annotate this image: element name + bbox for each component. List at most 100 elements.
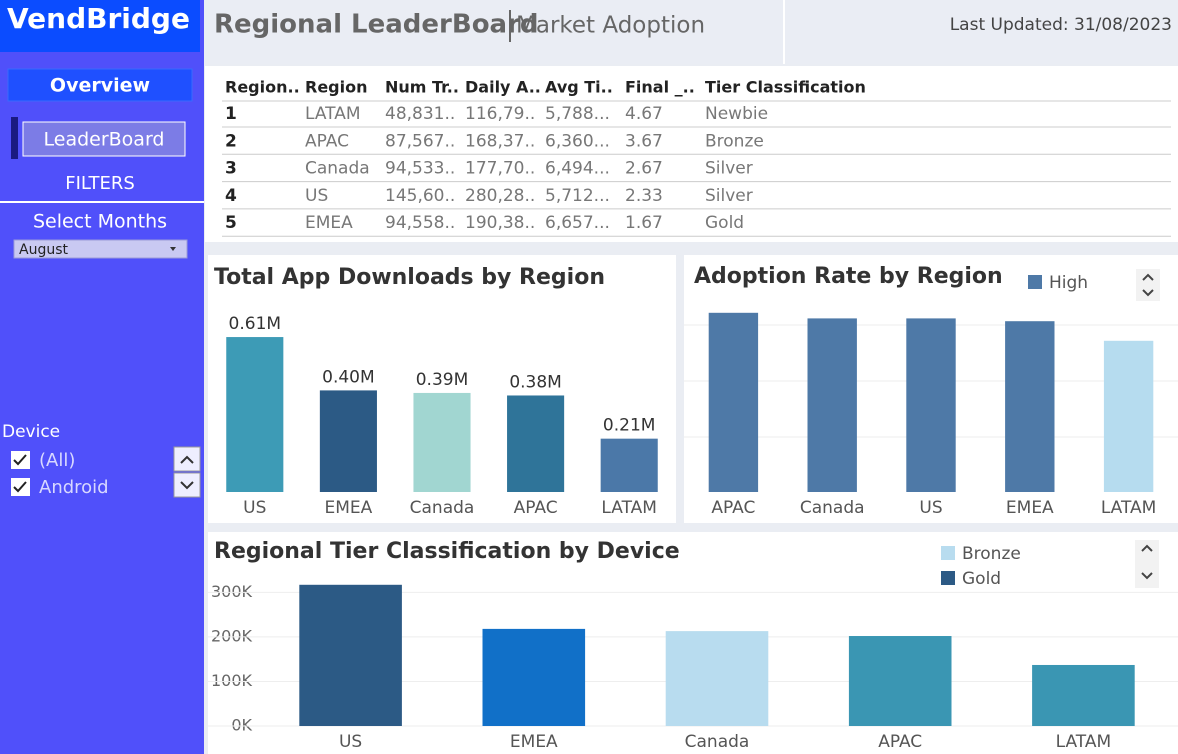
filters-title: FILTERS (65, 173, 135, 194)
table-cell: 94,558.. (385, 213, 455, 233)
data-label: 0.39M (416, 370, 469, 390)
last-updated: Last Updated: 31/08/2023 (950, 15, 1172, 35)
x-tick-label: US (919, 498, 942, 518)
table-cell: 94,533.. (385, 159, 455, 179)
bar (1005, 321, 1055, 492)
bar (906, 318, 956, 492)
header (204, 0, 1178, 64)
table-cell: US (305, 186, 328, 206)
table-cell: Canada (305, 159, 370, 179)
column-header: Avg Ti.. (545, 78, 613, 97)
header-title: Regional LeaderBoard (214, 10, 539, 40)
table-cell: 3.67 (625, 131, 663, 151)
data-label: 0.38M (509, 372, 562, 392)
legend-scroll[interactable] (1135, 540, 1159, 588)
table-cell: 6,360... (545, 131, 610, 151)
table-cell: 1 (225, 104, 237, 124)
bar (807, 318, 857, 492)
filter-label: Select Months (33, 211, 167, 233)
bar (665, 631, 769, 726)
table: Region.. Region Num Tr.. Daily A.. Avg Ti.. F… (222, 78, 1171, 237)
dropdown-value[interactable]: August (19, 242, 69, 258)
x-tick-label: Canada (685, 732, 750, 752)
x-tick-label: APAC (711, 498, 755, 518)
month-dropdown[interactable] (13, 239, 188, 259)
table-cell: 5,788... (545, 104, 610, 124)
scroll-up[interactable] (173, 446, 201, 472)
y-tick-label: 0K (231, 716, 252, 735)
x-tick-label: EMEA (1006, 498, 1054, 518)
table-cell: 190,38.. (465, 213, 535, 233)
data-label: 0.21M (603, 416, 656, 436)
bar (848, 636, 952, 726)
charts: Total App Downloads by Region US 0.61M EMEA… (208, 264, 1178, 752)
table-cell: APAC (305, 131, 349, 151)
table-cell: 2.33 (625, 186, 663, 206)
legend-label: Gold (962, 569, 1001, 589)
x-tick-label: US (339, 732, 362, 752)
checkbox-label[interactable]: (All) (39, 450, 75, 471)
table-cell: 4.67 (625, 104, 663, 124)
table-cell: 1.67 (625, 213, 663, 233)
dropdown-arrow[interactable] (170, 247, 176, 251)
nav-label[interactable]: Overview (50, 75, 150, 97)
table-cell: 280,28.. (465, 186, 535, 206)
legend-swatch (941, 546, 955, 560)
arrow (180, 481, 194, 490)
table-cell: Silver (705, 186, 753, 206)
bar (482, 628, 586, 726)
legend-swatch (1028, 275, 1042, 289)
table-cell: EMEA (305, 213, 353, 233)
table-cell: 5 (225, 213, 237, 233)
column-header: Num Tr.. (385, 78, 459, 97)
bar (226, 337, 284, 492)
chart-title: Total App Downloads by Region (214, 265, 605, 290)
chart-title: Adoption Rate by Region (694, 264, 1003, 289)
nav-leaderboard[interactable] (22, 121, 186, 157)
checkbox-label[interactable]: Android (39, 477, 109, 498)
table-cell: Silver (705, 159, 753, 179)
table-cell: 5,712... (545, 186, 610, 206)
x-tick-label: LATAM (1056, 732, 1112, 752)
x-tick-label: APAC (878, 732, 922, 752)
arrow (1141, 544, 1153, 580)
table-cell: 3 (225, 159, 237, 179)
filter-label: Device (2, 422, 60, 442)
nav-indicator (11, 117, 18, 159)
table-cell: Bronze (705, 131, 764, 151)
scroll-down[interactable] (173, 472, 201, 498)
chart-title: Regional Tier Classification by Device (214, 539, 680, 564)
column-header: Final _.. (625, 78, 695, 97)
legend-swatch (941, 571, 955, 585)
logo-box (0, 0, 200, 52)
table-cell: LATAM (305, 104, 361, 124)
table-cell: 145,60.. (385, 186, 455, 206)
x-tick-label: APAC (514, 498, 558, 518)
column-header: Tier Classification (705, 78, 866, 97)
y-tick-label: 200K (211, 626, 253, 645)
bar (600, 438, 658, 492)
column-header: Daily A.. (465, 78, 541, 97)
legend-label: High (1049, 273, 1088, 293)
table-cell: 48,831.. (385, 104, 455, 124)
bar (507, 395, 565, 492)
y-tick-label: 300K (211, 582, 253, 601)
bar (299, 584, 402, 726)
nav-overview[interactable] (7, 68, 193, 102)
data-label: 0.40M (322, 367, 375, 387)
table-cell: 4 (225, 186, 237, 206)
table-cell: 2 (225, 131, 237, 151)
arrow (180, 455, 194, 464)
x-tick-label: US (243, 498, 266, 518)
legend-label: Bronze (962, 544, 1021, 564)
x-tick-label: Canada (800, 498, 865, 518)
column-header: Region.. (225, 78, 300, 97)
nav-label[interactable]: LeaderBoard (44, 129, 165, 151)
check (13, 481, 27, 493)
table-cell: 87,567.. (385, 131, 455, 151)
table-cell: 6,657... (545, 213, 610, 233)
arrow (1142, 273, 1154, 297)
bar (1103, 340, 1154, 492)
